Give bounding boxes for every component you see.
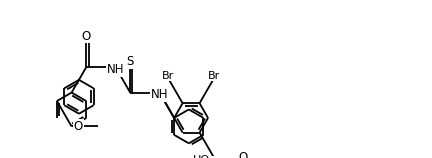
Text: O: O [73,120,83,133]
Text: O: O [238,152,248,158]
Text: NH: NH [151,88,168,101]
Text: O: O [82,30,91,43]
Text: Br: Br [162,71,174,81]
Text: S: S [127,55,134,68]
Text: Br: Br [208,71,220,81]
Text: HO: HO [193,155,210,158]
Text: NH: NH [107,63,124,76]
